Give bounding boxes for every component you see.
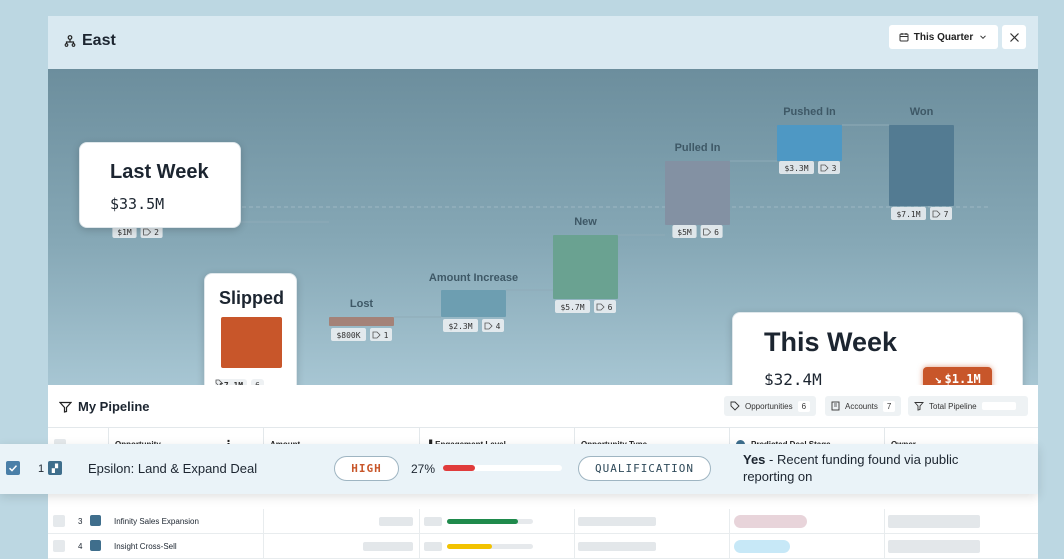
waterfall-bar-amount-increase[interactable] — [441, 290, 506, 317]
waterfall-step-label: Lost — [350, 298, 374, 310]
waterfall-step-label: New — [574, 216, 597, 228]
engagement-bar — [447, 519, 518, 524]
waterfall-bar-pulled-in[interactable] — [665, 161, 730, 225]
engagement-track — [443, 465, 562, 471]
opportunity-icon: ▞ — [48, 461, 62, 475]
waterfall-step-label: Won — [910, 106, 934, 118]
slipped-bar — [221, 317, 282, 368]
stage-placeholder — [734, 515, 807, 528]
waterfall-bar-pushed-in[interactable] — [777, 125, 842, 161]
opportunity-name[interactable]: Insight Cross-Sell — [114, 542, 177, 551]
this-week-label: This Week — [764, 327, 898, 357]
type-placeholder — [578, 517, 656, 526]
close-button[interactable] — [1002, 25, 1026, 49]
waterfall-step-amount: $1M — [117, 228, 132, 237]
stage-badge: QUALIFICATION — [578, 456, 711, 481]
engagement-badge: HIGH — [334, 456, 399, 481]
waterfall-step-amount: $5.7M — [560, 303, 584, 312]
this-week-value: $32.4M — [764, 370, 822, 389]
waterfall-step-amount: $2.3M — [448, 322, 472, 331]
panel-title: East — [64, 32, 116, 50]
waterfall-step-amount: $800K — [336, 331, 360, 340]
opportunity-icon — [90, 515, 101, 526]
opportunities-chip[interactable]: Opportunities 6 — [724, 396, 817, 416]
prediction-answer: Yes — [743, 452, 766, 467]
owner-placeholder — [888, 540, 980, 553]
prediction-reason: - Recent funding found via public report… — [743, 452, 959, 484]
row-checkbox[interactable] — [53, 515, 65, 527]
period-label: This Quarter — [913, 31, 974, 43]
waterfall-step-amount: $5M — [677, 228, 692, 237]
waterfall-step-count: 6 — [714, 228, 719, 237]
type-placeholder — [578, 542, 656, 551]
tag-icon — [730, 401, 740, 411]
panel-header: East This Quarter — [48, 16, 1038, 69]
row-index: 4 — [78, 542, 83, 551]
waterfall-step-count: 2 — [154, 228, 159, 237]
waterfall-bar-won[interactable] — [889, 125, 954, 206]
table-row[interactable]: 4 Insight Cross-Sell — [48, 534, 1038, 559]
pipeline-header: My Pipeline Opportunities 6 Accounts 7 T… — [48, 385, 1038, 427]
calendar-icon — [899, 33, 909, 42]
waterfall-step-amount: $7.1M — [896, 210, 920, 219]
close-icon — [1009, 32, 1019, 42]
engagement-placeholder — [424, 542, 442, 551]
trend-down-icon: ↘ — [934, 372, 942, 386]
opportunity-icon — [90, 540, 101, 551]
waterfall-step-label: Pushed In — [783, 106, 836, 118]
engagement-placeholder — [424, 517, 442, 526]
filter-icon — [59, 401, 72, 413]
owner-placeholder — [888, 515, 980, 528]
total-pipeline-chip[interactable]: Total Pipeline — [908, 396, 1028, 416]
waterfall-step-count: 7 — [944, 210, 949, 219]
waterfall-step-count: 6 — [608, 303, 613, 312]
region-name: East — [82, 32, 116, 49]
waterfall-bar-new[interactable] — [553, 235, 618, 299]
row-checkbox[interactable] — [53, 540, 65, 552]
tag-icon — [215, 379, 223, 387]
slipped-label: Slipped — [218, 288, 284, 308]
last-week-card[interactable]: Last Week $33.5M — [79, 142, 241, 228]
opportunity-name[interactable]: Infinity Sales Expansion — [114, 517, 199, 526]
waterfall-step-label: Pulled In — [675, 142, 721, 154]
waterfall-step-label: Amount Increase — [429, 272, 518, 284]
waterfall-step-count: 4 — [496, 322, 501, 331]
waterfall-step-count: 3 — [832, 164, 837, 173]
stage-placeholder — [734, 540, 790, 553]
period-select[interactable]: This Quarter — [889, 25, 998, 49]
pipeline-title: My Pipeline — [59, 399, 150, 414]
row-checkbox-checked[interactable] — [6, 461, 20, 475]
highlighted-opportunity-row[interactable]: 1 ▞ Epsilon: Land & Expand Deal HIGH 27%… — [0, 444, 1038, 494]
amount-placeholder — [363, 542, 413, 551]
row-index: 3 — [78, 517, 83, 526]
amount-placeholder — [379, 517, 413, 526]
building-icon — [831, 401, 840, 411]
filter-icon — [914, 402, 924, 411]
waterfall-bar-lost[interactable] — [329, 317, 394, 326]
last-week-value: $33.5M — [110, 195, 165, 213]
last-week-label: Last Week — [110, 161, 209, 183]
hierarchy-icon — [64, 35, 76, 47]
waterfall-step-count: 1 — [384, 331, 389, 340]
total-pipeline-value-placeholder — [981, 402, 1016, 410]
engagement-bar — [447, 544, 492, 549]
opportunity-name[interactable]: Epsilon: Land & Expand Deal — [88, 461, 258, 476]
table-row[interactable]: 3 Infinity Sales Expansion — [48, 509, 1038, 534]
check-icon — [8, 465, 18, 472]
row-index: 1 — [38, 463, 45, 475]
accounts-chip[interactable]: Accounts 7 — [825, 396, 902, 416]
engagement-bar — [443, 465, 476, 471]
waterfall-step-amount: $3.3M — [784, 164, 808, 173]
engagement-percent: 27% — [411, 462, 436, 476]
chevron-down-icon — [980, 35, 987, 40]
predicted-stage-text: Yes - Recent funding found via public re… — [743, 451, 973, 485]
